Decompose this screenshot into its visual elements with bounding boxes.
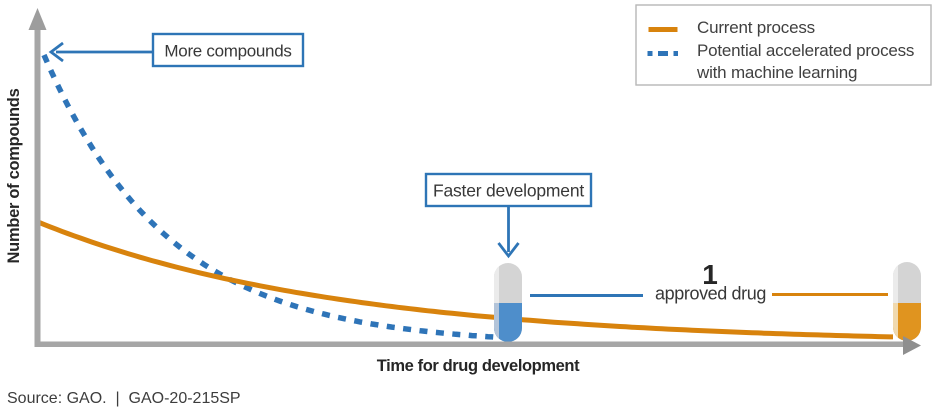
svg-text:Faster development: Faster development xyxy=(433,181,584,201)
svg-text:with machine learning: with machine learning xyxy=(696,63,857,82)
svg-text:Source: GAO. | GAO-20-215SP: Source: GAO. | GAO-20-215SP xyxy=(7,390,241,407)
svg-text:approved drug: approved drug xyxy=(655,284,766,304)
svg-text:1: 1 xyxy=(702,259,718,290)
svg-text:More compounds: More compounds xyxy=(164,42,291,61)
svg-text:Number of compounds: Number of compounds xyxy=(5,88,23,263)
svg-text:Potential accelerated process: Potential accelerated process xyxy=(697,41,914,60)
svg-text:Current process: Current process xyxy=(697,18,815,37)
svg-text:Time for drug development: Time for drug development xyxy=(377,357,580,375)
